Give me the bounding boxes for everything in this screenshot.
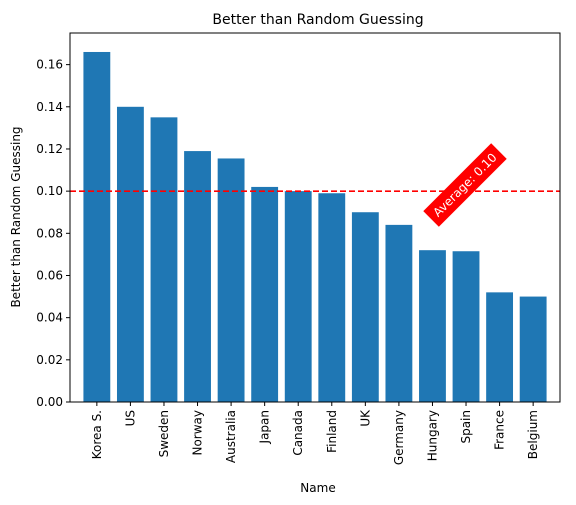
- bar: [318, 193, 346, 402]
- x-tick-label: Hungary: [425, 410, 439, 461]
- y-axis-label: Better than Random Guessing: [9, 126, 23, 307]
- y-tick-label: 0.12: [36, 142, 63, 156]
- bars-group: [83, 51, 547, 403]
- average-annotation-label: Average: 0.10: [430, 150, 499, 219]
- bar: [351, 212, 379, 402]
- bar: [486, 292, 514, 402]
- x-axis-label: Name: [300, 481, 335, 495]
- x-tick-label: Belgium: [526, 410, 540, 459]
- x-tick-label: France: [493, 410, 507, 450]
- bar: [284, 191, 312, 402]
- bar: [83, 51, 111, 402]
- average-annotation: Average: 0.10: [423, 143, 507, 227]
- y-tick-label: 0.10: [36, 184, 63, 198]
- y-tick-label: 0.02: [36, 353, 63, 367]
- chart-title: Better than Random Guessing: [212, 12, 423, 28]
- bar: [116, 106, 144, 403]
- y-tick-label: 0.06: [36, 268, 63, 282]
- bar: [452, 251, 480, 402]
- bar: [419, 250, 446, 402]
- y-axis: 0.00 0.02 0.04 0.06 0.08 0.10 0.12 0.14 0.16: [36, 58, 70, 409]
- x-tick-label: Japan: [258, 410, 272, 444]
- x-tick-label: Spain: [459, 410, 473, 444]
- x-tick-label: Australia: [224, 410, 238, 463]
- x-axis: Korea S. US Sweden Norway Australia Japan Cana…: [90, 402, 540, 465]
- x-tick-label: Canada: [291, 410, 305, 456]
- average-annotation-box: [423, 143, 507, 227]
- bar: [251, 186, 279, 402]
- x-tick-label: Finland: [325, 410, 339, 453]
- bar: [184, 151, 211, 402]
- bar: [385, 224, 413, 402]
- plot-frame: [69, 32, 561, 403]
- y-tick-label: 0.08: [36, 226, 63, 240]
- y-tick-label: 0.16: [36, 58, 63, 72]
- y-tick-label: 0.00: [36, 395, 63, 409]
- x-tick-label: Sweden: [157, 410, 171, 457]
- x-tick-label: UK: [358, 409, 372, 427]
- y-tick-label: 0.14: [36, 100, 63, 114]
- bar: [519, 296, 547, 402]
- x-tick-label: Korea S.: [90, 410, 104, 459]
- x-tick-label: Norway: [191, 410, 205, 456]
- bar: [217, 158, 245, 402]
- bar: [150, 117, 178, 402]
- y-tick-label: 0.04: [36, 311, 63, 325]
- x-tick-label: Germany: [392, 410, 406, 465]
- x-tick-label: US: [123, 410, 137, 426]
